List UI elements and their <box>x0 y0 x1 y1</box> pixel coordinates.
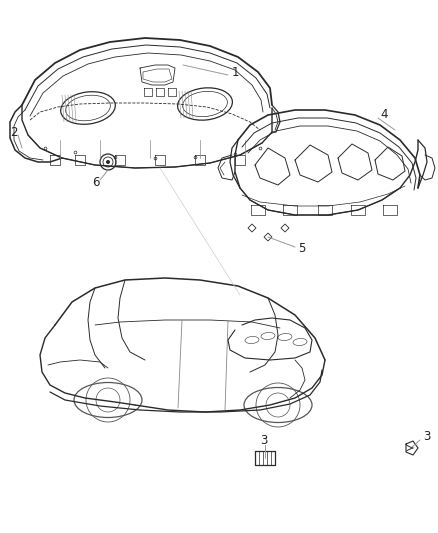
Text: 4: 4 <box>380 109 388 122</box>
Text: 2: 2 <box>10 125 18 139</box>
Text: 3: 3 <box>423 431 431 443</box>
Text: 6: 6 <box>92 176 100 190</box>
Text: 5: 5 <box>298 241 305 254</box>
Circle shape <box>106 160 110 164</box>
Text: 1: 1 <box>232 66 240 78</box>
Text: 3: 3 <box>260 434 268 448</box>
